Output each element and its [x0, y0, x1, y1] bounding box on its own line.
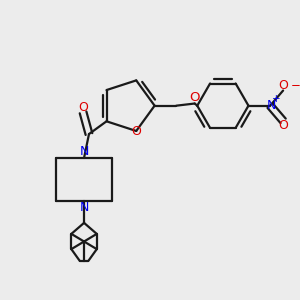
Text: O: O	[189, 91, 200, 104]
Text: O: O	[278, 119, 288, 132]
Text: N: N	[80, 146, 89, 158]
Text: −: −	[291, 79, 300, 92]
Text: +: +	[272, 94, 280, 104]
Text: N: N	[266, 99, 276, 112]
Text: N: N	[80, 201, 89, 214]
Text: O: O	[278, 79, 288, 92]
Text: O: O	[78, 101, 88, 114]
Text: O: O	[131, 125, 141, 139]
